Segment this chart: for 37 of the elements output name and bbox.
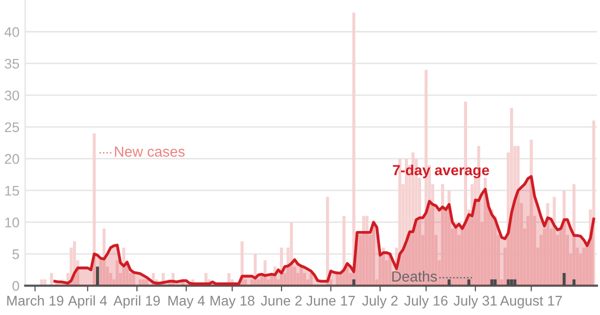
x-tick-label: June 17 bbox=[306, 296, 355, 306]
y-tick-label: 10 bbox=[5, 218, 20, 228]
y-tick-label: 25 bbox=[4, 122, 20, 132]
series-label: 7-day average bbox=[392, 164, 490, 178]
bar bbox=[326, 196, 330, 286]
x-tick-label: July 31 bbox=[454, 295, 497, 308]
y-tick-label: 30 bbox=[4, 90, 20, 100]
x-tick-label: May 18 bbox=[210, 296, 254, 308]
x-tick-label: March 19 bbox=[7, 295, 64, 306]
bar bbox=[300, 266, 303, 286]
bar bbox=[546, 203, 550, 286]
x-tick-label: June 2 bbox=[260, 296, 302, 306]
x-tick-label: July 2 bbox=[362, 295, 398, 308]
bar bbox=[290, 222, 293, 286]
bar bbox=[592, 120, 596, 286]
series-label: Deaths bbox=[392, 270, 437, 282]
bar bbox=[102, 228, 106, 286]
y-tick-label: 20 bbox=[4, 154, 20, 164]
y-tick-label: 40 bbox=[4, 27, 20, 37]
bar bbox=[516, 146, 520, 286]
bar bbox=[50, 273, 53, 286]
x-tick-label: May 4 bbox=[168, 296, 205, 308]
bar bbox=[552, 196, 556, 286]
x-tick-label: April 4 bbox=[68, 295, 107, 308]
x-tick-label: April 19 bbox=[113, 295, 160, 308]
x-tick-label: August 17 bbox=[500, 296, 562, 308]
bar bbox=[441, 184, 444, 286]
y-tick-label: 35 bbox=[4, 58, 20, 69]
y-tick-label: 0 bbox=[12, 281, 20, 291]
bar bbox=[116, 260, 119, 286]
bar bbox=[530, 140, 533, 286]
series-label: New cases bbox=[115, 146, 185, 157]
x-tick-label: July 16 bbox=[404, 295, 448, 308]
bar bbox=[342, 216, 346, 286]
y-tick-label: 15 bbox=[5, 186, 20, 196]
y-tick-label: 5 bbox=[12, 249, 20, 260]
bar bbox=[92, 133, 96, 286]
